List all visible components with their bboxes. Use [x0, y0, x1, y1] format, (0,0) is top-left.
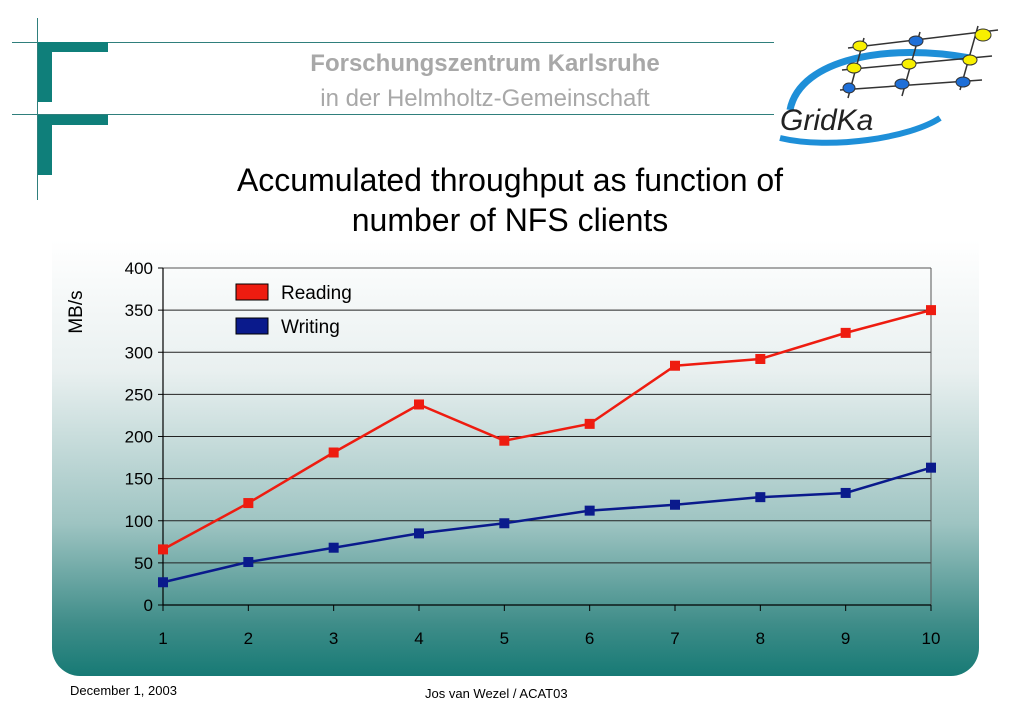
x-tick-label-1: 1 [158, 629, 167, 648]
x-tick-labels: 1 2 3 4 5 6 7 8 9 10 [158, 629, 940, 648]
series-line-writing [162, 466, 932, 584]
x-tick-label-9: 9 [841, 629, 850, 648]
slide-title-line-1: Accumulated throughput as function of [236, 162, 784, 198]
y-tick-labels: 0 50 100 150 200 250 300 350 400 [125, 259, 153, 615]
f-logo-bar-horizontal-1 [38, 42, 108, 52]
x-tick-label-8: 8 [756, 629, 765, 648]
footer-author: Jos van Wezel / ACAT03 [425, 686, 568, 701]
x-tick-label-3: 3 [329, 629, 338, 648]
header-rule-bottom [12, 114, 774, 115]
point-writing-8 [755, 492, 766, 503]
axes [158, 267, 932, 611]
y-tick-label-200: 200 [125, 428, 153, 447]
point-writing-6 [584, 505, 595, 516]
point-writing-7 [670, 499, 680, 510]
point-writing-5 [499, 518, 510, 529]
gridka-logo: GridKa [779, 25, 999, 146]
y-tick-label-50: 50 [134, 554, 153, 573]
point-writing-4 [414, 528, 424, 539]
point-writing-9 [840, 487, 851, 498]
point-reading-4 [414, 399, 424, 410]
point-reading-3 [328, 447, 339, 458]
y-tick-label-250: 250 [125, 385, 153, 404]
y-tick-label-150: 150 [125, 470, 153, 489]
x-tick-label-6: 6 [585, 629, 594, 648]
legend-swatch-writing [235, 317, 269, 335]
f-logo-bar-horizontal-2 [38, 115, 108, 125]
y-axis-label: MB/s [66, 290, 87, 333]
x-tick-label-7: 7 [670, 629, 679, 648]
x-tick-label-10: 10 [922, 629, 941, 648]
point-writing-10 [926, 462, 936, 473]
point-reading-2 [243, 498, 254, 509]
point-reading-6 [584, 418, 595, 429]
logo-grid-nodes [842, 28, 992, 94]
y-tick-label-400: 400 [125, 259, 153, 278]
y-tick-label-100: 100 [125, 512, 153, 531]
header-vertical-rule [37, 18, 38, 200]
series-group [158, 305, 936, 588]
footer-date: December 1, 2003 [70, 683, 177, 698]
chart-panel [52, 240, 979, 676]
point-writing-3 [328, 542, 339, 553]
point-reading-5 [499, 435, 510, 446]
legend: Reading Writing [235, 283, 352, 338]
header-rule-top [12, 42, 774, 43]
point-reading-1 [158, 544, 168, 555]
series-line-reading [162, 308, 932, 551]
point-reading-8 [755, 353, 766, 364]
y-tick-label-0: 0 [144, 596, 153, 615]
point-writing-1 [158, 577, 168, 588]
slide-title-line-2: number of NFS clients [351, 202, 669, 238]
org-name: Forschungszentrum Karlsruhe [310, 50, 660, 77]
legend-swatch-reading [235, 283, 269, 301]
org-subtitle: in der Helmholtz-Gemeinschaft [320, 85, 650, 112]
legend-label-reading: Reading [281, 283, 352, 304]
point-reading-7 [670, 360, 680, 371]
grid-lines [163, 267, 931, 564]
x-tick-label-5: 5 [500, 629, 509, 648]
x-tick-label-2: 2 [244, 629, 253, 648]
slide-title: Accumulated throughput as function of nu… [160, 160, 860, 240]
point-reading-10 [926, 305, 936, 316]
logo-swoosh [786, 48, 971, 111]
logo-text: GridKa [780, 104, 873, 137]
point-reading-9 [840, 327, 851, 338]
legend-label-writing: Writing [281, 317, 340, 338]
point-writing-2 [243, 557, 254, 568]
logo-swoosh-lower [779, 115, 942, 146]
y-tick-label-300: 300 [125, 343, 153, 362]
x-tick-label-4: 4 [414, 629, 423, 648]
f-logo-bar-vertical-1 [38, 42, 52, 102]
f-logo-bar-vertical-2 [38, 115, 52, 175]
y-tick-label-350: 350 [125, 301, 153, 320]
